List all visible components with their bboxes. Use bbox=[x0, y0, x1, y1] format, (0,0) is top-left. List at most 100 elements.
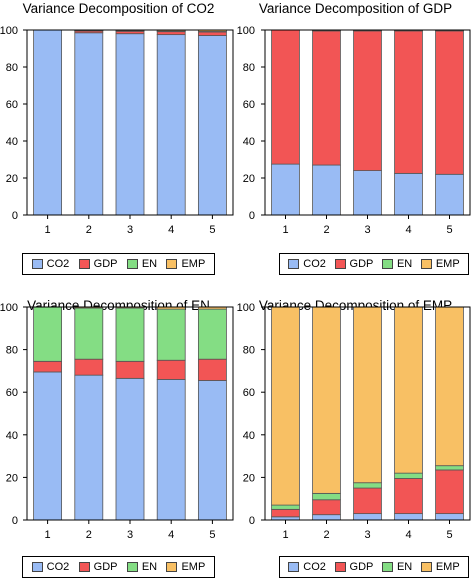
x-tick-label: 2 bbox=[323, 224, 329, 236]
bar-segment-gdp bbox=[354, 31, 382, 171]
legend-swatch-gdp bbox=[79, 259, 90, 269]
y-tick-label: 60 bbox=[6, 387, 18, 399]
x-tick-label: 1 bbox=[282, 224, 288, 236]
bar-segment-co2 bbox=[313, 515, 341, 520]
bar-segment-co2 bbox=[157, 35, 185, 215]
x-tick-label: 5 bbox=[446, 224, 452, 236]
y-tick-label: 80 bbox=[243, 345, 255, 357]
bar-segment-gdp bbox=[313, 500, 341, 515]
x-tick-label: 2 bbox=[86, 529, 92, 541]
bar-segment-co2 bbox=[198, 380, 226, 520]
x-tick-label: 1 bbox=[45, 224, 51, 236]
x-tick-label: 3 bbox=[127, 224, 133, 236]
bar-segment-gdp bbox=[75, 359, 103, 375]
x-tick-label: 5 bbox=[209, 529, 215, 541]
bar-segment-gdp bbox=[157, 32, 185, 35]
bar-segment-en bbox=[116, 308, 144, 361]
legend-item-emp: EMP bbox=[166, 561, 205, 573]
legend-swatch-co2 bbox=[288, 562, 299, 572]
legend-item-gdp: GDP bbox=[335, 561, 374, 573]
x-tick-label: 3 bbox=[127, 529, 133, 541]
y-tick-label: 100 bbox=[237, 25, 255, 37]
legend-label: EMP bbox=[436, 258, 460, 270]
chart-legend: CO2 GDP EN EMP bbox=[279, 556, 469, 578]
bar-segment-en bbox=[354, 483, 382, 488]
y-tick-label: 40 bbox=[6, 136, 18, 148]
legend-label: CO2 bbox=[303, 258, 326, 270]
legend-item-emp: EMP bbox=[421, 258, 460, 270]
y-tick-label: 60 bbox=[243, 99, 255, 111]
legend-swatch-co2 bbox=[32, 259, 43, 269]
chart-legend: CO2 GDP EN EMP bbox=[279, 253, 469, 275]
legend-item-en: EN bbox=[382, 561, 412, 573]
y-tick-label: 100 bbox=[0, 25, 18, 37]
bar-segment-co2 bbox=[436, 174, 464, 215]
bar-segment-gdp bbox=[395, 31, 423, 173]
bar-segment-co2 bbox=[436, 514, 464, 520]
bar-segment-co2 bbox=[34, 372, 62, 520]
bar-segment-co2 bbox=[354, 171, 382, 215]
legend-item-emp: EMP bbox=[166, 258, 205, 270]
legend-swatch-co2 bbox=[32, 562, 43, 572]
bar-segment-gdp bbox=[34, 361, 62, 372]
legend-label: GDP bbox=[94, 258, 118, 270]
bar-segment-gdp bbox=[116, 361, 144, 378]
legend-label: EN bbox=[397, 258, 412, 270]
legend-swatch-en bbox=[382, 259, 393, 269]
bar-segment-gdp bbox=[157, 360, 185, 379]
bar-segment-co2 bbox=[354, 514, 382, 520]
y-tick-label: 80 bbox=[243, 62, 255, 74]
bar-segment-co2 bbox=[157, 379, 185, 520]
y-tick-label: 20 bbox=[243, 173, 255, 185]
bar-segment-emp bbox=[313, 307, 341, 493]
legend-item-co2: CO2 bbox=[288, 561, 326, 573]
bar-segment-co2 bbox=[313, 165, 341, 215]
legend-item-gdp: GDP bbox=[79, 561, 118, 573]
x-tick-label: 3 bbox=[364, 529, 370, 541]
bar-segment-en bbox=[157, 309, 185, 360]
legend-item-gdp: GDP bbox=[79, 258, 118, 270]
legend-item-en: EN bbox=[127, 561, 157, 573]
y-tick-label: 0 bbox=[249, 515, 255, 527]
y-tick-label: 0 bbox=[12, 515, 18, 527]
bar-segment-en bbox=[395, 473, 423, 478]
y-tick-label: 20 bbox=[243, 472, 255, 484]
legend-label: EMP bbox=[436, 561, 460, 573]
y-tick-label: 80 bbox=[6, 62, 18, 74]
legend-label: GDP bbox=[94, 561, 118, 573]
legend-swatch-gdp bbox=[79, 562, 90, 572]
legend-item-gdp: GDP bbox=[335, 258, 374, 270]
legend-label: EN bbox=[142, 561, 157, 573]
x-tick-label: 5 bbox=[446, 529, 452, 541]
y-tick-label: 20 bbox=[6, 472, 18, 484]
legend-swatch-co2 bbox=[288, 259, 299, 269]
bar-segment-gdp bbox=[354, 488, 382, 514]
x-tick-label: 4 bbox=[405, 224, 411, 236]
legend-label: EMP bbox=[181, 561, 205, 573]
legend-swatch-gdp bbox=[335, 562, 346, 572]
x-tick-label: 4 bbox=[168, 529, 174, 541]
y-tick-label: 40 bbox=[6, 430, 18, 442]
bar-segment-gdp bbox=[198, 359, 226, 380]
legend-swatch-gdp bbox=[335, 259, 346, 269]
x-tick-label: 1 bbox=[282, 529, 288, 541]
legend-swatch-emp bbox=[421, 562, 432, 572]
x-tick-label: 2 bbox=[323, 529, 329, 541]
legend-swatch-emp bbox=[166, 562, 177, 572]
bar-segment-emp bbox=[354, 307, 382, 483]
bar-segment-gdp bbox=[436, 470, 464, 514]
bar-segment-en bbox=[436, 466, 464, 470]
y-tick-label: 100 bbox=[0, 302, 18, 314]
bar-segment-co2 bbox=[198, 36, 226, 215]
y-tick-label: 60 bbox=[6, 99, 18, 111]
bar-segment-gdp bbox=[272, 30, 300, 164]
bar-segment-gdp bbox=[198, 32, 226, 36]
y-tick-label: 100 bbox=[237, 302, 255, 314]
